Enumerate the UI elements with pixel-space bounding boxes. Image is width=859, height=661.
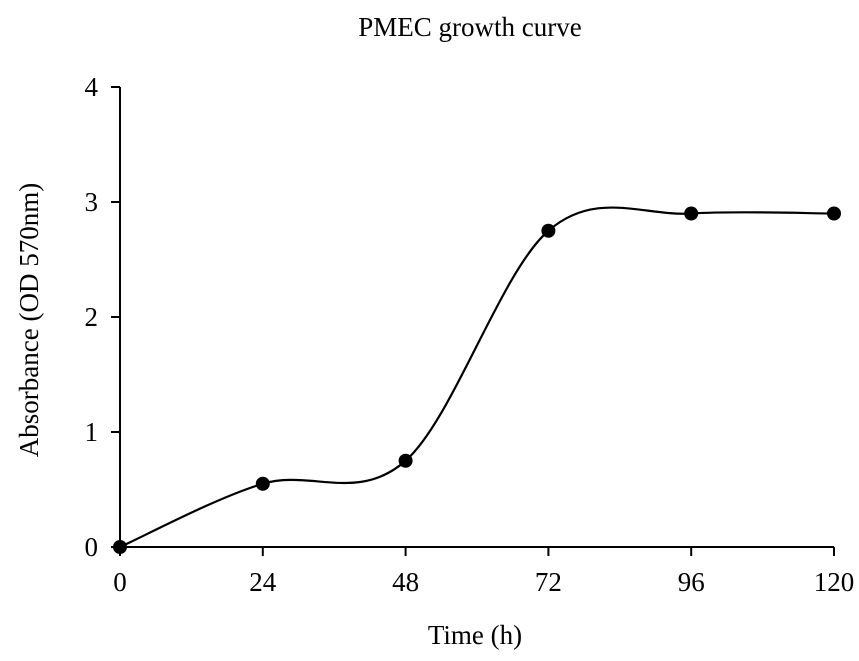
data-markers	[113, 206, 841, 554]
x-ticks: 0 24 48 72 96 120	[113, 547, 854, 597]
y-tick-label: 1	[85, 417, 99, 447]
y-tick-label: 0	[85, 532, 99, 562]
data-point	[827, 206, 841, 221]
y-tick-label: 3	[85, 187, 99, 217]
data-point	[255, 476, 270, 491]
y-tick-label: 4	[85, 72, 99, 102]
x-tick-label: 72	[535, 567, 562, 597]
y-tick-label: 2	[85, 302, 99, 332]
x-tick-label: 24	[249, 567, 277, 597]
series-line	[119, 206, 835, 549]
y-ticks: 0 1 2 3 4	[85, 72, 120, 562]
y-axis-label: Absorbance (OD 570nm)	[14, 183, 44, 457]
x-tick-label: 48	[392, 567, 419, 597]
data-point	[113, 540, 127, 554]
chart-title: PMEC growth curve	[358, 12, 581, 42]
data-point	[541, 223, 556, 238]
x-tick-label: 0	[113, 567, 127, 597]
x-tick-label: 120	[814, 567, 855, 597]
x-axis-label: Time (h)	[428, 620, 522, 650]
x-tick-label: 96	[678, 567, 705, 597]
axes	[119, 87, 834, 548]
data-point	[684, 206, 699, 221]
data-point	[398, 453, 413, 468]
